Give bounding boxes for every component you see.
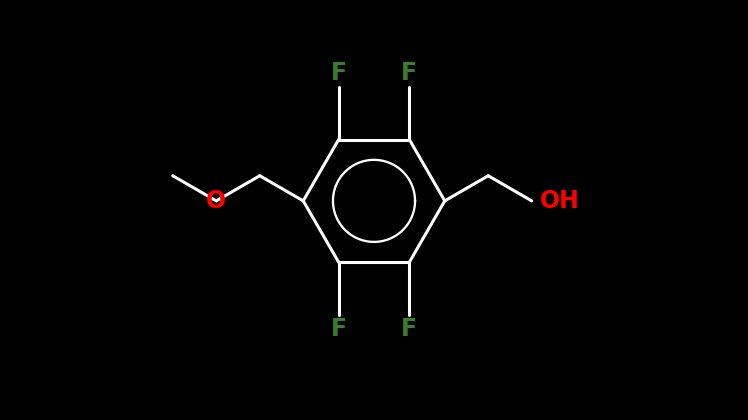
Text: F: F: [331, 61, 346, 85]
Text: F: F: [402, 61, 417, 85]
Text: F: F: [402, 317, 417, 341]
Text: OH: OH: [540, 189, 580, 213]
Text: O: O: [206, 189, 227, 213]
Text: F: F: [331, 317, 346, 341]
